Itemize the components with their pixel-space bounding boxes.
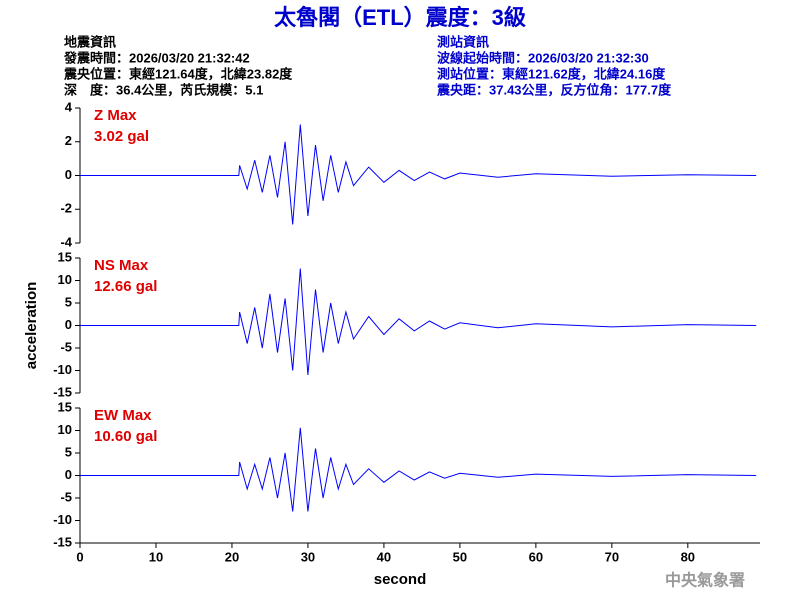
x-tick-label: 60 — [529, 549, 543, 564]
y-tick-label: 15 — [58, 249, 72, 264]
annotation: EW Max — [94, 407, 152, 424]
station-info: 測站資訊 — [437, 34, 489, 49]
y-tick-label: 0 — [65, 467, 72, 482]
annotation: 3.02 gal — [94, 128, 149, 145]
y-tick-label: -5 — [60, 489, 72, 504]
event-info: 震央位置：東經121.64度，北緯23.82度 — [63, 66, 293, 81]
event-info: 深 度：36.4公里，芮氏規模：5.1 — [64, 82, 263, 97]
x-tick-label: 70 — [605, 549, 619, 564]
title: 太魯閣（ETL）震度：3級 — [274, 5, 526, 30]
y-tick-label: 4 — [65, 99, 73, 114]
event-info: 發震時間：2026/03/20 21:32:42 — [63, 50, 250, 65]
y-tick-label: 5 — [65, 444, 72, 459]
x-tick-label: 30 — [301, 549, 315, 564]
y-tick-label: 10 — [58, 422, 72, 437]
agency: 中央氣象署 — [665, 571, 745, 590]
x-tick-label: 20 — [225, 549, 239, 564]
event-info: 地震資訊 — [64, 34, 116, 49]
annotation: 12.66 gal — [94, 278, 157, 295]
annotation: 10.60 gal — [94, 428, 157, 445]
waveform — [80, 124, 757, 225]
x-tick-label: 40 — [377, 549, 391, 564]
y-axis-label: acceleration — [23, 282, 40, 370]
waveform — [80, 268, 757, 376]
x-tick-label: 10 — [149, 549, 163, 564]
y-tick-label: -2 — [60, 201, 72, 216]
y-tick-label: 2 — [65, 133, 72, 148]
y-tick-label: -15 — [53, 384, 72, 399]
y-tick-label: -5 — [60, 339, 72, 354]
annotation: NS Max — [94, 257, 149, 274]
x-tick-label: 80 — [681, 549, 695, 564]
y-tick-label: 0 — [65, 317, 72, 332]
waveform — [80, 427, 757, 512]
station-info: 測站位置：東經121.62度，北緯24.16度 — [437, 66, 666, 81]
y-tick-label: 10 — [58, 272, 72, 287]
y-tick-label: 15 — [58, 399, 72, 414]
station-info: 震央距：37.43公里，反方位角：177.7度 — [436, 82, 672, 97]
x-axis-label: second — [374, 571, 427, 588]
y-tick-label: -15 — [53, 534, 72, 549]
y-tick-label: 5 — [65, 294, 72, 309]
y-tick-label: -10 — [53, 362, 72, 377]
annotation: Z Max — [94, 107, 137, 124]
x-tick-label: 0 — [76, 549, 83, 564]
station-info: 波線起始時間：2026/03/20 21:32:30 — [437, 50, 649, 65]
y-tick-label: -10 — [53, 512, 72, 527]
y-tick-label: 0 — [65, 167, 72, 182]
y-tick-label: -4 — [60, 234, 72, 249]
x-tick-label: 50 — [453, 549, 467, 564]
